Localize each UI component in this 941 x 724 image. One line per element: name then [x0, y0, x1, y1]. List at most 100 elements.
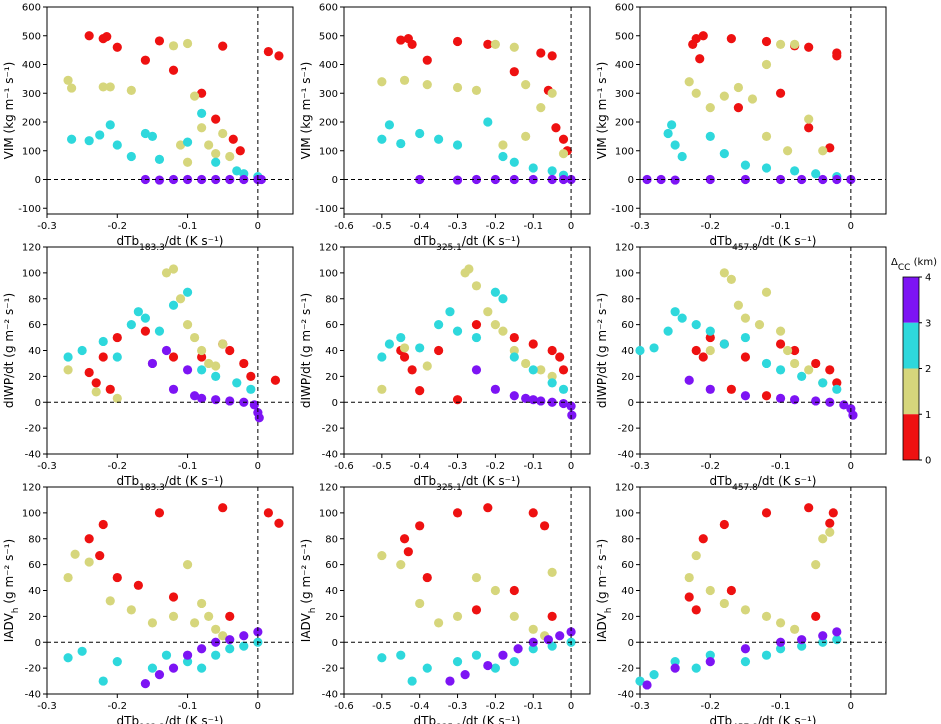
- data-point: [797, 641, 807, 651]
- data-point: [263, 46, 273, 57]
- data-point: [452, 326, 463, 336]
- data-point: [434, 618, 444, 628]
- x-tick-label: -0.3: [630, 221, 650, 232]
- data-point: [154, 326, 165, 336]
- y-tick-label: -20: [618, 424, 634, 435]
- data-point: [415, 174, 425, 185]
- y-tick-label: 60: [28, 320, 41, 331]
- data-point: [567, 410, 577, 420]
- data-point: [726, 34, 736, 44]
- x-tick-label: -0.3: [448, 701, 468, 712]
- data-point: [691, 550, 701, 561]
- data-point: [483, 307, 493, 317]
- x-tick-label: -0.1: [771, 221, 791, 232]
- data-point: [105, 384, 115, 394]
- data-point: [63, 75, 73, 85]
- data-point: [509, 352, 519, 362]
- data-point: [521, 131, 531, 141]
- data-point: [182, 650, 193, 660]
- scatter-panel-7: -0.3 -0.2 -0.1 0 -40 -20 0 20 40 60 80 100 120 dTb183…: [2, 483, 294, 724]
- data-point: [422, 663, 432, 673]
- data-point: [733, 103, 744, 113]
- y-tick-label: 500: [615, 31, 634, 42]
- data-point: [147, 358, 158, 369]
- data-point: [811, 358, 821, 369]
- data-point: [498, 151, 508, 162]
- y-tick-label: 40: [325, 586, 338, 597]
- y-tick-label: -20: [322, 424, 338, 435]
- data-point: [775, 326, 786, 336]
- data-point: [452, 657, 463, 667]
- y-tick-label: 120: [615, 243, 634, 254]
- data-point: [399, 343, 410, 353]
- data-point: [225, 345, 235, 356]
- data-point: [154, 36, 165, 46]
- data-point: [377, 134, 387, 144]
- data-point: [452, 508, 463, 518]
- data-point: [175, 140, 186, 150]
- x-tick-label: 0: [568, 221, 574, 232]
- data-point: [218, 631, 228, 641]
- y-tick-label: -40: [618, 690, 634, 701]
- data-point: [235, 146, 245, 156]
- data-point: [811, 169, 821, 179]
- data-point: [670, 140, 680, 150]
- x-axis-label: dTb325.1/dt (K s⁻¹): [414, 474, 521, 493]
- data-point: [740, 313, 751, 323]
- colorbar-segment: [903, 322, 919, 369]
- data-point: [547, 345, 557, 356]
- data-point: [211, 395, 221, 405]
- data-point: [691, 663, 701, 673]
- data-point: [70, 549, 80, 559]
- y-tick-label: 600: [319, 3, 338, 14]
- data-point: [551, 123, 561, 133]
- data-point: [649, 343, 659, 353]
- data-point: [452, 140, 463, 150]
- data-point: [211, 149, 221, 159]
- y-tick-label: -40: [618, 450, 634, 461]
- data-point: [547, 51, 557, 61]
- data-point: [705, 657, 715, 667]
- data-point: [790, 166, 800, 176]
- data-point: [77, 646, 87, 656]
- data-point: [670, 175, 680, 185]
- data-point: [105, 120, 115, 130]
- data-point: [677, 313, 687, 323]
- data-point: [726, 585, 736, 596]
- data-point: [705, 585, 715, 596]
- data-point: [775, 339, 786, 349]
- data-point: [832, 51, 842, 61]
- data-point: [228, 134, 238, 144]
- data-point: [445, 307, 455, 317]
- x-tick-label: 0: [255, 221, 261, 232]
- x-tick-label: -0.2: [108, 461, 128, 472]
- y-tick-label: 300: [319, 89, 338, 100]
- x-axis-label: dTb325.1/dt (K s⁻¹): [414, 714, 521, 724]
- data-point: [498, 650, 508, 660]
- y-tick-label: 100: [319, 508, 338, 519]
- data-point: [513, 644, 523, 654]
- data-point: [126, 85, 136, 95]
- y-tick-label: 100: [615, 268, 634, 279]
- y-tick-label: 100: [615, 508, 634, 519]
- y-tick-label: 20: [28, 612, 41, 623]
- data-point: [263, 508, 273, 518]
- y-tick-label: 0: [332, 638, 338, 649]
- data-point: [154, 508, 165, 518]
- data-point: [471, 85, 482, 95]
- data-point: [140, 55, 150, 65]
- colorbar-segment: [903, 277, 919, 323]
- data-point: [761, 131, 772, 141]
- y-axis-label: dIWP/dt (g m⁻² s⁻¹): [2, 293, 16, 408]
- data-point: [112, 140, 122, 150]
- x-tick-label: -0.6: [334, 461, 354, 472]
- y-tick-label: 60: [28, 560, 41, 571]
- data-point: [403, 547, 413, 557]
- data-point: [399, 352, 410, 362]
- data-point: [705, 345, 715, 356]
- data-point: [218, 503, 228, 513]
- data-point: [509, 391, 519, 401]
- x-axis-label: dTb457.8/dt (K s⁻¹): [710, 234, 817, 253]
- y-tick-label: 40: [28, 586, 41, 597]
- data-point: [740, 605, 751, 615]
